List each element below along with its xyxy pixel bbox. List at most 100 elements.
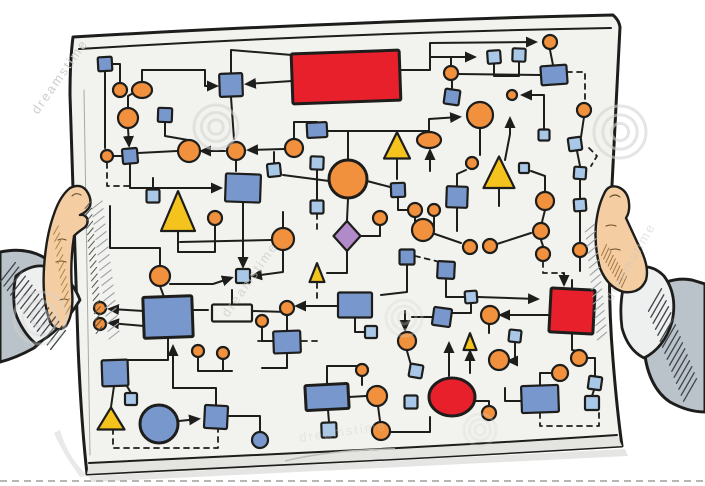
hatch-stroke [3,266,20,287]
connector-line [539,372,552,386]
flowchart-node-diamond-purple [332,219,362,253]
connector-line [540,239,544,247]
hatch-stroke [0,261,17,283]
connector-line [587,357,596,377]
watermark-spiral-icon [462,412,498,448]
connector-line [450,303,472,314]
connector-line [110,385,115,408]
paper-shadow [54,430,628,482]
flowchart-node-circle-orange [442,64,460,82]
hatch-stroke [671,348,686,372]
connector-line [457,73,542,76]
flowchart-node-sq-lblue [403,394,419,410]
flowchart-node-sq-red [547,286,597,336]
hatch-stroke [592,288,603,298]
hatch-stroke [589,266,600,276]
flowchart-node-circle-orange [206,209,224,227]
hatch-stroke [23,293,40,314]
flowchart-node-circle-orange [283,137,305,159]
connector-line [504,387,523,402]
hatch-stroke [90,273,98,282]
flowchart-node-circle-orange [270,226,296,252]
flowchart-node-tri-yellow [462,332,478,352]
flowchart-node-circle-orange [365,384,389,408]
flowchart-node-circle-orange [396,330,418,352]
flowchart-node-circle-orange [426,202,442,218]
connector-line [431,232,462,244]
connector-line [542,261,565,274]
flowchart-node-circle-orange [406,201,424,219]
watermark-spiral-icon [467,417,493,443]
hatch-stroke [16,284,33,305]
hatch-stroke [680,372,695,396]
hatch-stroke [584,223,596,233]
flowchart-node-circle-orange [461,238,479,256]
hatch-stroke [594,309,605,319]
hatch-stroke [587,245,598,255]
flowchart-node-sq-lblue [407,362,425,380]
hatch-stroke [56,246,63,257]
hatch-stroke [61,283,68,294]
flowchart-node-tri-yellow [159,190,197,233]
connector-line [414,255,441,263]
flowchart-nodes [92,33,604,450]
hatch-stroke [54,232,61,243]
hatch-stroke [55,239,62,250]
hatch-stroke [620,276,628,288]
hatch-stroke [593,302,604,312]
connector-line [327,409,330,423]
watermark-spiral-icon [390,304,418,332]
connector-line [493,61,520,77]
hatch-stroke [33,307,50,328]
flowchart-node-circle-orange [278,299,296,317]
flowchart-node-sq-lblue [123,391,139,407]
flowchart-node-sq-lblue [507,328,523,344]
hatch-stroke [94,223,106,233]
flowchart-node-rect-paper [210,303,254,323]
hatch-stroke [88,247,96,255]
connector-line [129,163,156,189]
flowchart-node-circle-orange [464,155,480,171]
hatch-stroke [36,311,53,332]
hatch-stroke [43,320,60,342]
hatch-stroke [60,276,67,286]
flowchart-node-rect-blue [223,172,263,204]
flowchart-node-sq-lblue [463,289,479,305]
watermark-spiral-icon [21,299,59,337]
connector-line [326,251,348,274]
flowchart-node-rect-red [289,48,403,106]
flowchart-node-rect-blue [539,63,569,87]
connector-arrow [122,127,134,148]
connector-line [549,49,554,66]
hatch-stroke [657,312,672,336]
hatch-stroke [100,269,112,279]
hatch-stroke [90,266,98,275]
flowchart-node-ellipse-orange [415,130,443,150]
flowchart-node-rect-blue [141,294,195,340]
hatch-stroke [13,280,30,301]
flowchart-node-sq-blue [445,185,469,209]
flowchart-node-sq-lblue [486,49,502,65]
flowchart-node-tri-yellow [382,131,412,160]
hatch-stroke [62,290,69,301]
flowchart-node-circle-orange [534,190,556,212]
hatch-stroke [675,360,691,384]
flowchart-node-circle-orange [176,138,202,164]
connector-line [580,116,585,138]
hatch-stroke [91,200,103,210]
hatch-stroke [654,306,670,330]
flowchart-node-circle-orange [225,140,247,162]
connector-line [227,415,261,433]
flowchart-node-circle-orange [370,420,392,442]
flowchart-node-sq-lblue [511,47,527,63]
flowchart-node-circle-orange [479,304,501,326]
flowchart-node-sq-lblue [586,374,604,392]
watermark-spiral-icon [601,113,639,151]
hatch-stroke [614,265,621,278]
flowchart-node-sq-lblue [145,188,161,204]
flowchart-node-sq-blue [156,106,174,124]
connector-arrow [504,116,516,161]
flowchart-node-circle-orange [116,106,140,130]
